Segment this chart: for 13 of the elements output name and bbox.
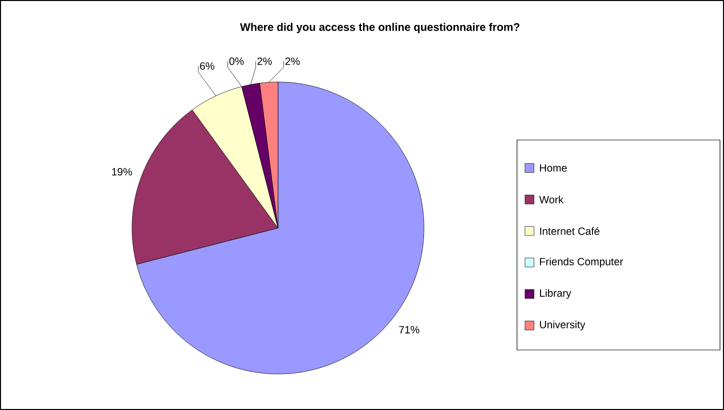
legend-label: Library: [540, 289, 572, 299]
data-label: 2%: [285, 58, 300, 65]
legend-label: Home: [540, 164, 567, 172]
chart-title: Where did you access the online questionnaire from?: [240, 22, 520, 34]
text: 0%: [229, 58, 244, 65]
data-label: 2%: [257, 58, 272, 65]
legend-label: Work: [539, 196, 564, 204]
legend-label: University: [540, 320, 586, 330]
legend-label: Internet Café: [540, 227, 600, 235]
data-label: 19%: [112, 168, 132, 176]
data-label: 71%: [399, 326, 420, 334]
data-label: 6%: [200, 62, 214, 70]
legend-label: Friends Computer: [540, 258, 624, 268]
